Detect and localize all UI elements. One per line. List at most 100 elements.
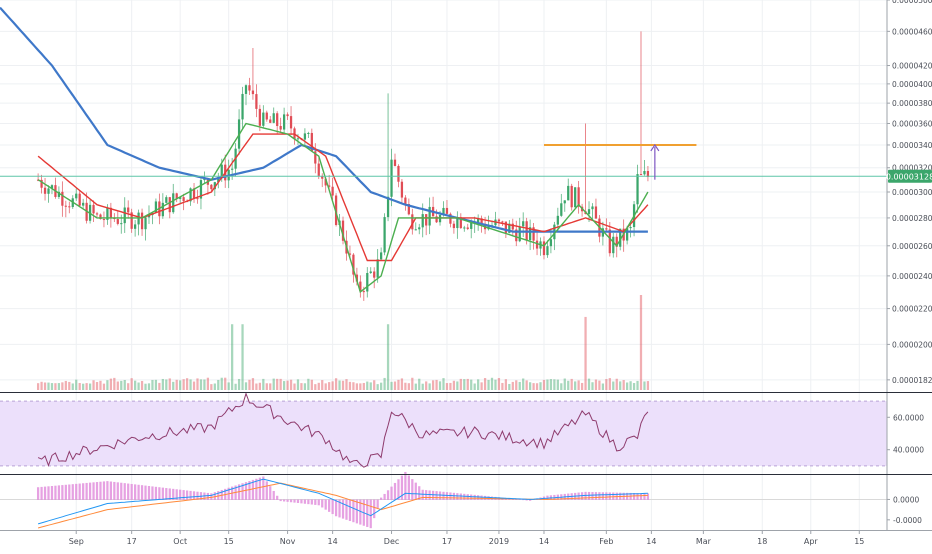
volume-bar [61,382,64,390]
macd-histogram-bar [400,475,404,500]
candle-body [99,214,102,220]
macd-histogram-bar [612,492,615,500]
macd-histogram-bar [587,491,591,500]
volume-bar [355,383,359,390]
volume-bar [466,378,469,390]
macd-histogram-bar [265,481,268,500]
volume-bar [608,378,611,390]
macd-histogram-bar [165,488,168,500]
volume-bar [490,377,494,390]
candle-body [362,291,365,293]
volume-bar [535,383,539,390]
volume-bar [182,379,185,390]
macd-histogram-bar [411,479,414,500]
time-axis[interactable]: Sep 17 Oct 15 Nov 14 Dec 17 2019 14 Feb 14 Mar 18 Apr 1… [69,530,865,546]
macd-histogram-bar [425,490,428,500]
candle-body [421,214,424,228]
volume-bar [88,383,92,390]
volume-bar [622,380,625,390]
volume-bar [134,380,137,390]
candle-body [82,202,85,206]
time-tick-label: Feb [599,537,613,546]
volume-bar [497,378,501,390]
candle-body [407,204,410,215]
candle-body [78,193,81,206]
volume-bar [321,380,324,390]
macd-histogram-bar [106,481,109,500]
time-tick-label: 14 [539,537,549,546]
candle-body [272,113,275,123]
volume-bar [587,378,591,390]
macd-histogram-bar [251,479,255,500]
candle-body [165,197,168,203]
macd-histogram-bar [404,471,407,500]
volume-bar [172,381,175,390]
rsi-panel [0,400,887,467]
macd-histogram-bar [314,499,317,505]
volume-bar [68,381,71,390]
volume-bar [629,381,632,390]
macd-histogram-bar [345,499,348,520]
volume-bar [303,383,307,390]
volume-bar [539,382,542,390]
candle-body [172,193,175,213]
candle-body [196,198,199,200]
volume-bar [522,378,525,390]
macd-histogram-bar [442,491,445,500]
volume-bar [632,383,636,390]
macd-lines-group [36,471,650,529]
candle-body [95,213,99,215]
macd-histogram-bar [255,478,258,500]
volume-bar [57,383,61,390]
candle-body [109,207,113,219]
candle-body [560,203,563,216]
volume-bar [594,379,598,390]
macd-histogram-bar [477,495,480,500]
volume-bar [400,378,404,390]
macd-histogram-bar [210,493,213,500]
candle-body [317,163,320,176]
macd-histogram-bar [352,499,355,523]
volume-bar [199,379,203,390]
macd-histogram-bar [639,493,643,500]
candle-body [265,112,268,120]
macd-histogram-bar [525,499,528,501]
candle-body [615,236,618,247]
macd-tick-label: -0.0000 [893,516,922,525]
moving-averages [0,6,649,294]
candle-body [140,212,144,230]
candle-body [262,112,265,126]
volume-bar [580,382,584,390]
candle-body [244,85,248,94]
candle-body [50,185,54,189]
candle-body [386,196,390,218]
volume-bar [203,379,206,390]
candle-body [331,186,334,196]
macd-histogram-bar [82,483,85,500]
candle-body [452,223,456,229]
volume-bar [54,383,57,390]
macd-histogram-bar [54,485,57,500]
volume-bar [532,383,535,390]
volume-bar [348,381,352,390]
macd-histogram-bar [196,491,199,500]
macd-histogram-bar [359,499,362,525]
volume-bar [612,381,615,390]
candle-body [359,281,362,292]
macd-histogram-bar [123,483,126,500]
macd-histogram-bar [328,499,331,512]
candle-body [456,217,459,229]
candle-body [428,206,431,226]
volume-bar [428,383,431,390]
macd-histogram-bar [172,488,175,500]
volume-bar [158,382,161,390]
volume-bar [71,383,74,390]
volume-bar [151,379,154,390]
candle-body [591,206,594,210]
macd-histogram-bar [341,499,345,519]
